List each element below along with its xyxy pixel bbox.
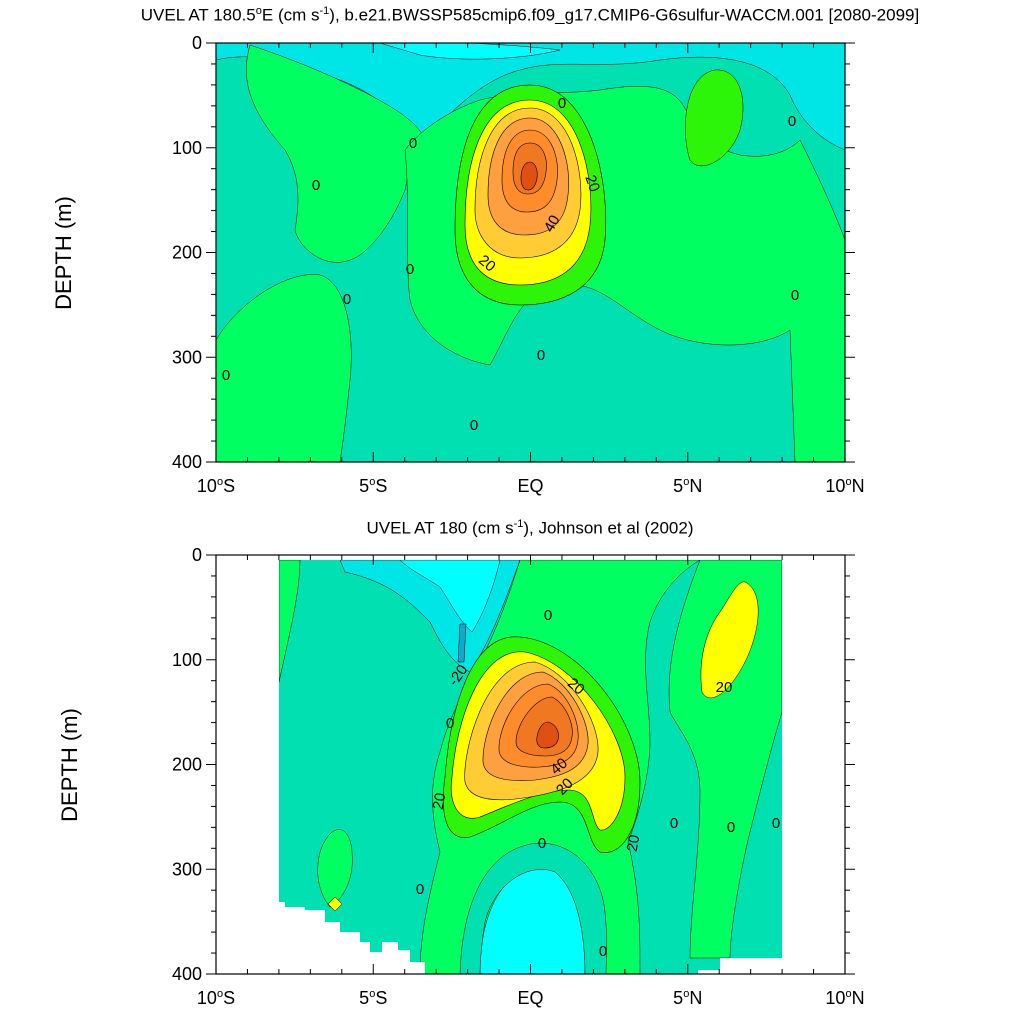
- contour-band-positive: [685, 69, 744, 167]
- x-tick-label: 10oN: [825, 988, 864, 1008]
- y-tick-label: 100: [172, 138, 202, 158]
- chart-panel-bottom: UVEL AT 180 (cm s-1), Johnson et al (200…: [0, 512, 1024, 1024]
- y-tick-label: 400: [172, 452, 202, 472]
- contour-label: 0: [470, 417, 478, 434]
- contour-band-negative: [457, 623, 467, 663]
- contour-label: 0: [416, 881, 424, 898]
- y-tick-label: 0: [192, 33, 202, 53]
- contour-label: 0: [772, 815, 780, 832]
- x-tick-label: 5oS: [359, 988, 387, 1008]
- chart-title: UVEL AT 180 (cm s-1), Johnson et al (200…: [366, 518, 694, 538]
- contour-fills: [279, 560, 782, 974]
- x-tick-label: 5oN: [673, 476, 702, 496]
- contour-label: 0: [538, 835, 546, 852]
- contour-label: 0: [599, 943, 607, 960]
- contour-label: 0: [791, 287, 799, 304]
- contour-label: 0: [788, 113, 796, 130]
- contour-band-positive: [216, 274, 352, 462]
- x-tick-label: 10oS: [197, 476, 235, 496]
- chart-title: UVEL AT 180.5oE (cm s-1), b.e21.BWSSP585…: [140, 5, 920, 25]
- jet-contour: [520, 161, 538, 191]
- x-tick-label: 10oN: [825, 476, 864, 496]
- contour-band-positive: [279, 560, 301, 683]
- contour-label: 20: [716, 679, 733, 696]
- contour-band-positive: [246, 44, 426, 263]
- contour-label: 20: [581, 173, 603, 194]
- contour-band-positive: [327, 896, 343, 912]
- contour-label: 40: [541, 212, 564, 235]
- contour-band-negative: [379, 43, 561, 60]
- contour-label: 0: [537, 347, 545, 364]
- contour-label: 20: [624, 834, 644, 853]
- x-tick-label: EQ: [517, 988, 543, 1008]
- y-tick-label: 100: [172, 650, 202, 670]
- contour-label: 0: [446, 715, 454, 732]
- x-tick-label: EQ: [517, 476, 543, 496]
- contour-label: 0: [544, 607, 552, 624]
- contour-label: 20: [430, 792, 450, 811]
- jet-contour: [536, 721, 559, 749]
- contour-label: 0: [406, 261, 414, 278]
- contour-band-positive: [317, 829, 353, 908]
- y-tick-label: 0: [192, 545, 202, 565]
- y-tick-label: 300: [172, 859, 202, 879]
- contour-label: 0: [343, 291, 351, 308]
- y-tick-label: 400: [172, 964, 202, 984]
- contour-label: 0: [409, 135, 417, 152]
- contour-band-positive: [700, 581, 759, 698]
- contour-label: 0: [727, 819, 735, 836]
- y-tick-label: 300: [172, 347, 202, 367]
- x-tick-label: 5oN: [673, 988, 702, 1008]
- y-tick-label: 200: [172, 755, 202, 775]
- contour-label: 0: [222, 367, 230, 384]
- plot-frame: [215, 42, 846, 463]
- contour-fills: [216, 43, 845, 462]
- x-tick-label: 10oS: [197, 988, 235, 1008]
- plot-frame: [215, 554, 846, 975]
- contour-band-negative: [399, 560, 501, 633]
- contour-label: 0: [312, 177, 320, 194]
- y-tick-label: 200: [172, 243, 202, 263]
- contour-label: 0: [558, 95, 566, 112]
- x-tick-label: 5oS: [359, 476, 387, 496]
- contour-band-positive: [668, 560, 782, 959]
- contour-band-negative: [216, 43, 845, 151]
- contour-label: 0: [670, 815, 678, 832]
- chart-panel-top: UVEL AT 180.5oE (cm s-1), b.e21.BWSSP585…: [51, 5, 920, 496]
